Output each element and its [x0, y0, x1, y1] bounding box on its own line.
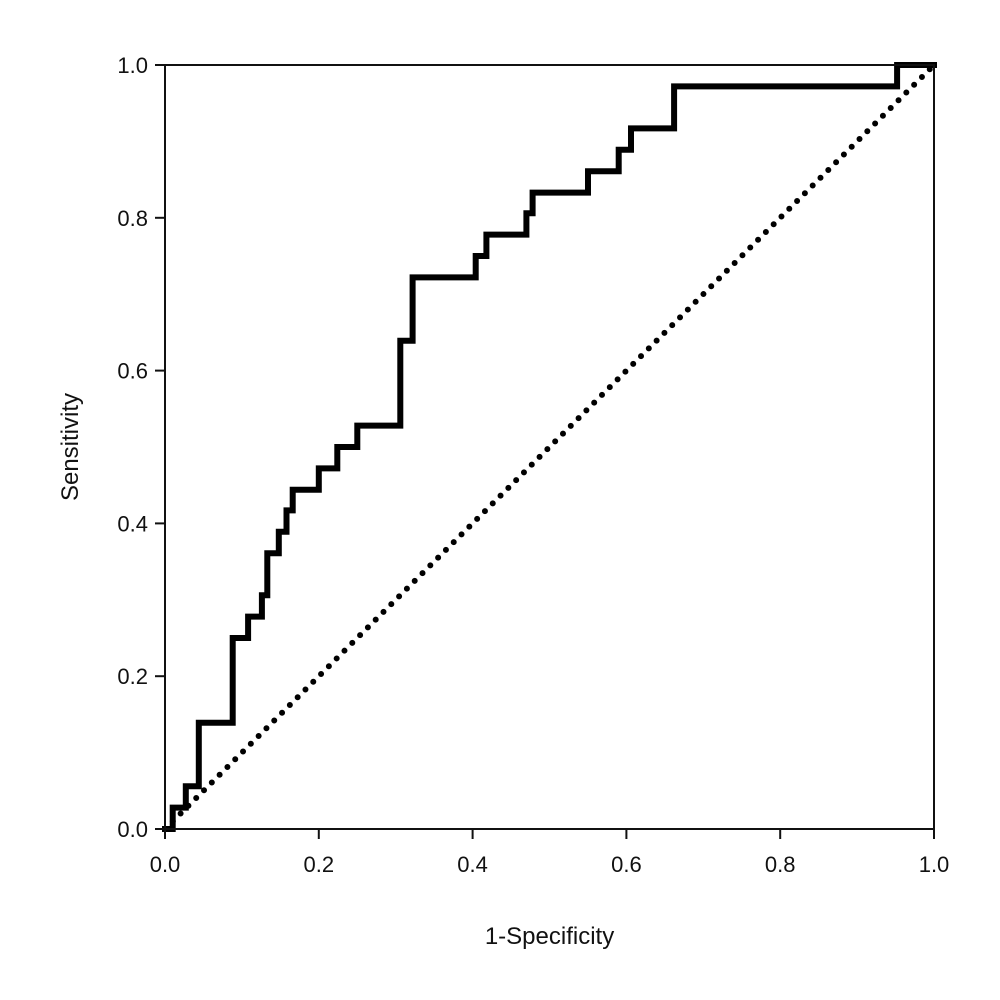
y-tick-label: 0.4 — [117, 511, 148, 536]
reference-diagonal-line — [162, 62, 937, 832]
y-tick-label: 0.8 — [117, 206, 148, 231]
plot-frame — [164, 64, 935, 830]
x-tick-label: 0.6 — [611, 852, 642, 877]
x-tick-label: 0.8 — [765, 852, 796, 877]
y-tick-label: 0.0 — [117, 817, 148, 842]
x-tick-label: 1.0 — [919, 852, 950, 877]
roc-curve-line — [162, 62, 937, 832]
x-tick-label: 0.0 — [150, 852, 181, 877]
y-tick-label: 0.2 — [117, 664, 148, 689]
y-axis-title: Sensitivity — [57, 393, 84, 501]
plot-area — [162, 62, 937, 832]
axes: 0.0 0.2 0.4 0.6 0.8 1.0 0.0 0.2 0.4 0.6 0.8 1.0 — [117, 53, 949, 877]
x-tick-label: 0.2 — [304, 852, 335, 877]
y-tick-label: 1.0 — [117, 53, 148, 78]
x-tick-label: 0.4 — [457, 852, 488, 877]
y-tick-label: 0.6 — [117, 359, 148, 384]
x-axis-title: 1-Specificity — [485, 923, 614, 950]
